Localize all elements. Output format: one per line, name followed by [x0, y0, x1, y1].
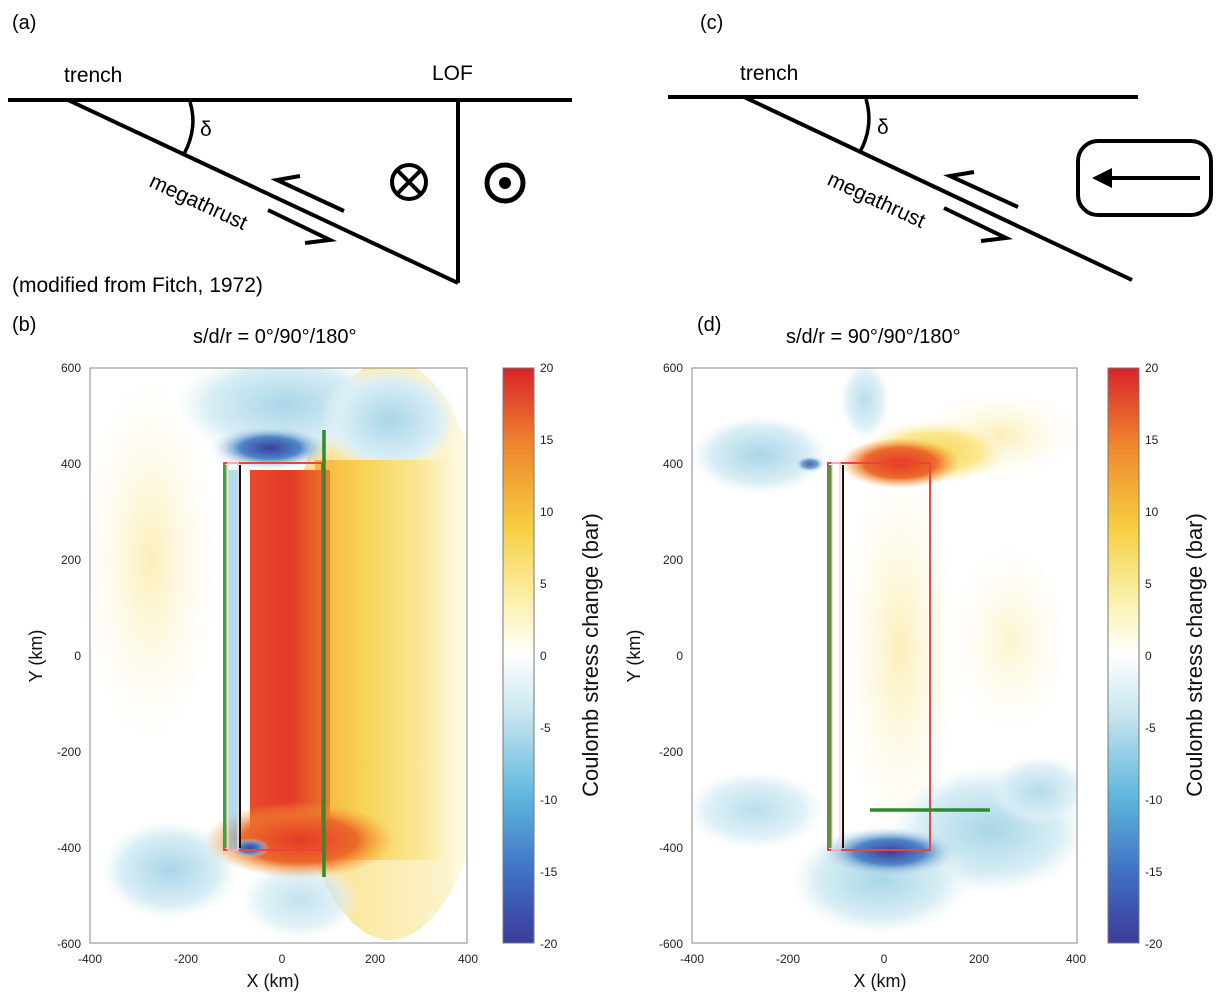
svg-text:-10: -10 [540, 793, 558, 807]
svg-text:-600: -600 [57, 937, 81, 951]
strike-slip-box [1076, 139, 1213, 217]
panel-d-xticks: -400 -200 0 200 400 [680, 952, 1086, 966]
panel-d-colorbar-label: Coulomb stress change (bar) [1182, 513, 1207, 797]
panel-b-xticks: -400 -200 0 200 400 [78, 952, 478, 966]
panel-d-stress-field [692, 368, 1077, 943]
panel-d-map: (d) s/d/r = 90°/90°/180° -400 - [624, 314, 1207, 991]
upper-slip-arrow [270, 174, 345, 213]
svg-text:-200: -200 [659, 745, 683, 759]
svg-text:0: 0 [540, 649, 547, 663]
megathrust-line-c [743, 95, 1133, 282]
svg-text:200: 200 [969, 952, 989, 966]
lower-slip-arrow [267, 208, 338, 245]
panel-c-label: (c) [700, 12, 723, 34]
panel-c-schematic: (c) trench δ megathrust [668, 12, 1213, 282]
svg-text:-400: -400 [680, 952, 704, 966]
trench-label-c: trench [740, 62, 798, 85]
panel-b-ylabel: Y (km) [26, 630, 46, 683]
panel-d-colorbar [1107, 367, 1140, 944]
svg-text:-5: -5 [540, 721, 551, 735]
svg-text:10: 10 [540, 505, 554, 519]
dip-angle-delta: δ [200, 118, 212, 141]
strike-slip-arrowhead [1092, 168, 1112, 188]
svg-text:-200: -200 [174, 952, 198, 966]
panel-d-colorbar-ticks: 20 15 10 5 0 -5 -10 -15 -20 [1145, 361, 1163, 951]
svg-text:200: 200 [663, 553, 683, 567]
panel-b-colorbar-label: Coulomb stress change (bar) [578, 513, 603, 797]
svg-text:0: 0 [676, 649, 683, 663]
panel-a-label: (a) [12, 12, 36, 34]
svg-text:-15: -15 [540, 865, 558, 879]
svg-text:20: 20 [540, 361, 554, 375]
lower-slip-arrow-c [943, 206, 1014, 243]
svg-text:600: 600 [61, 361, 81, 375]
svg-text:5: 5 [540, 577, 547, 591]
panel-b-label: (b) [12, 314, 36, 336]
svg-text:200: 200 [61, 553, 81, 567]
credit-text: (modified from Fitch, 1972) [12, 274, 263, 297]
svg-text:-200: -200 [57, 745, 81, 759]
svg-text:-400: -400 [57, 841, 81, 855]
panel-d-label: (d) [697, 314, 721, 336]
svg-text:-20: -20 [540, 937, 558, 951]
svg-text:0: 0 [881, 952, 888, 966]
svg-text:15: 15 [540, 433, 554, 447]
svg-text:400: 400 [1066, 952, 1086, 966]
panel-b-colorbar-ticks: 20 15 10 5 0 -5 -10 -15 -20 [540, 361, 558, 951]
svg-text:-400: -400 [78, 952, 102, 966]
trench-label: trench [64, 64, 122, 87]
svg-text:600: 600 [663, 361, 683, 375]
panel-b-map: (b) s/d/r = 0°/90°/180° -400 -200 [12, 314, 603, 991]
panel-b-stress-field [90, 368, 467, 943]
dip-angle-arc-c [858, 98, 871, 153]
svg-text:10: 10 [1145, 505, 1159, 519]
svg-text:-5: -5 [1145, 721, 1156, 735]
svg-text:-10: -10 [1145, 793, 1163, 807]
lof-label: LOF [432, 62, 473, 85]
panel-d-yticks: 600 400 200 0 -200 -400 -600 [659, 361, 683, 951]
panel-b-xlabel: X (km) [247, 971, 300, 991]
dip-angle-arc [182, 101, 195, 155]
out-of-page-symbol [484, 162, 526, 204]
panel-b-colorbar [502, 367, 535, 944]
svg-text:0: 0 [279, 952, 286, 966]
svg-text:0: 0 [1145, 649, 1152, 663]
svg-text:20: 20 [1145, 361, 1159, 375]
panel-d-ylabel: Y (km) [624, 630, 644, 683]
svg-text:5: 5 [1145, 577, 1152, 591]
panel-d-title: s/d/r = 90°/90°/180° [786, 326, 961, 348]
svg-text:200: 200 [365, 952, 385, 966]
dip-angle-delta-c: δ [877, 116, 889, 139]
megathrust-line [67, 98, 459, 285]
svg-text:-15: -15 [1145, 865, 1163, 879]
into-page-symbol [390, 163, 428, 201]
upper-slip-arrow-c [943, 170, 1019, 209]
svg-text:-200: -200 [776, 952, 800, 966]
svg-text:400: 400 [663, 457, 683, 471]
panel-b-yticks: 600 400 200 0 -200 -400 -600 [57, 361, 81, 951]
svg-text:400: 400 [458, 952, 478, 966]
panel-d-xlabel: X (km) [854, 971, 907, 991]
svg-text:-600: -600 [659, 937, 683, 951]
svg-text:-400: -400 [659, 841, 683, 855]
panel-a-schematic: (a) trench LOF δ megathrust (modified fr… [8, 12, 572, 297]
svg-text:400: 400 [61, 457, 81, 471]
panel-b-title: s/d/r = 0°/90°/180° [193, 326, 357, 348]
svg-text:15: 15 [1145, 433, 1159, 447]
svg-text:-20: -20 [1145, 937, 1163, 951]
svg-text:0: 0 [74, 649, 81, 663]
